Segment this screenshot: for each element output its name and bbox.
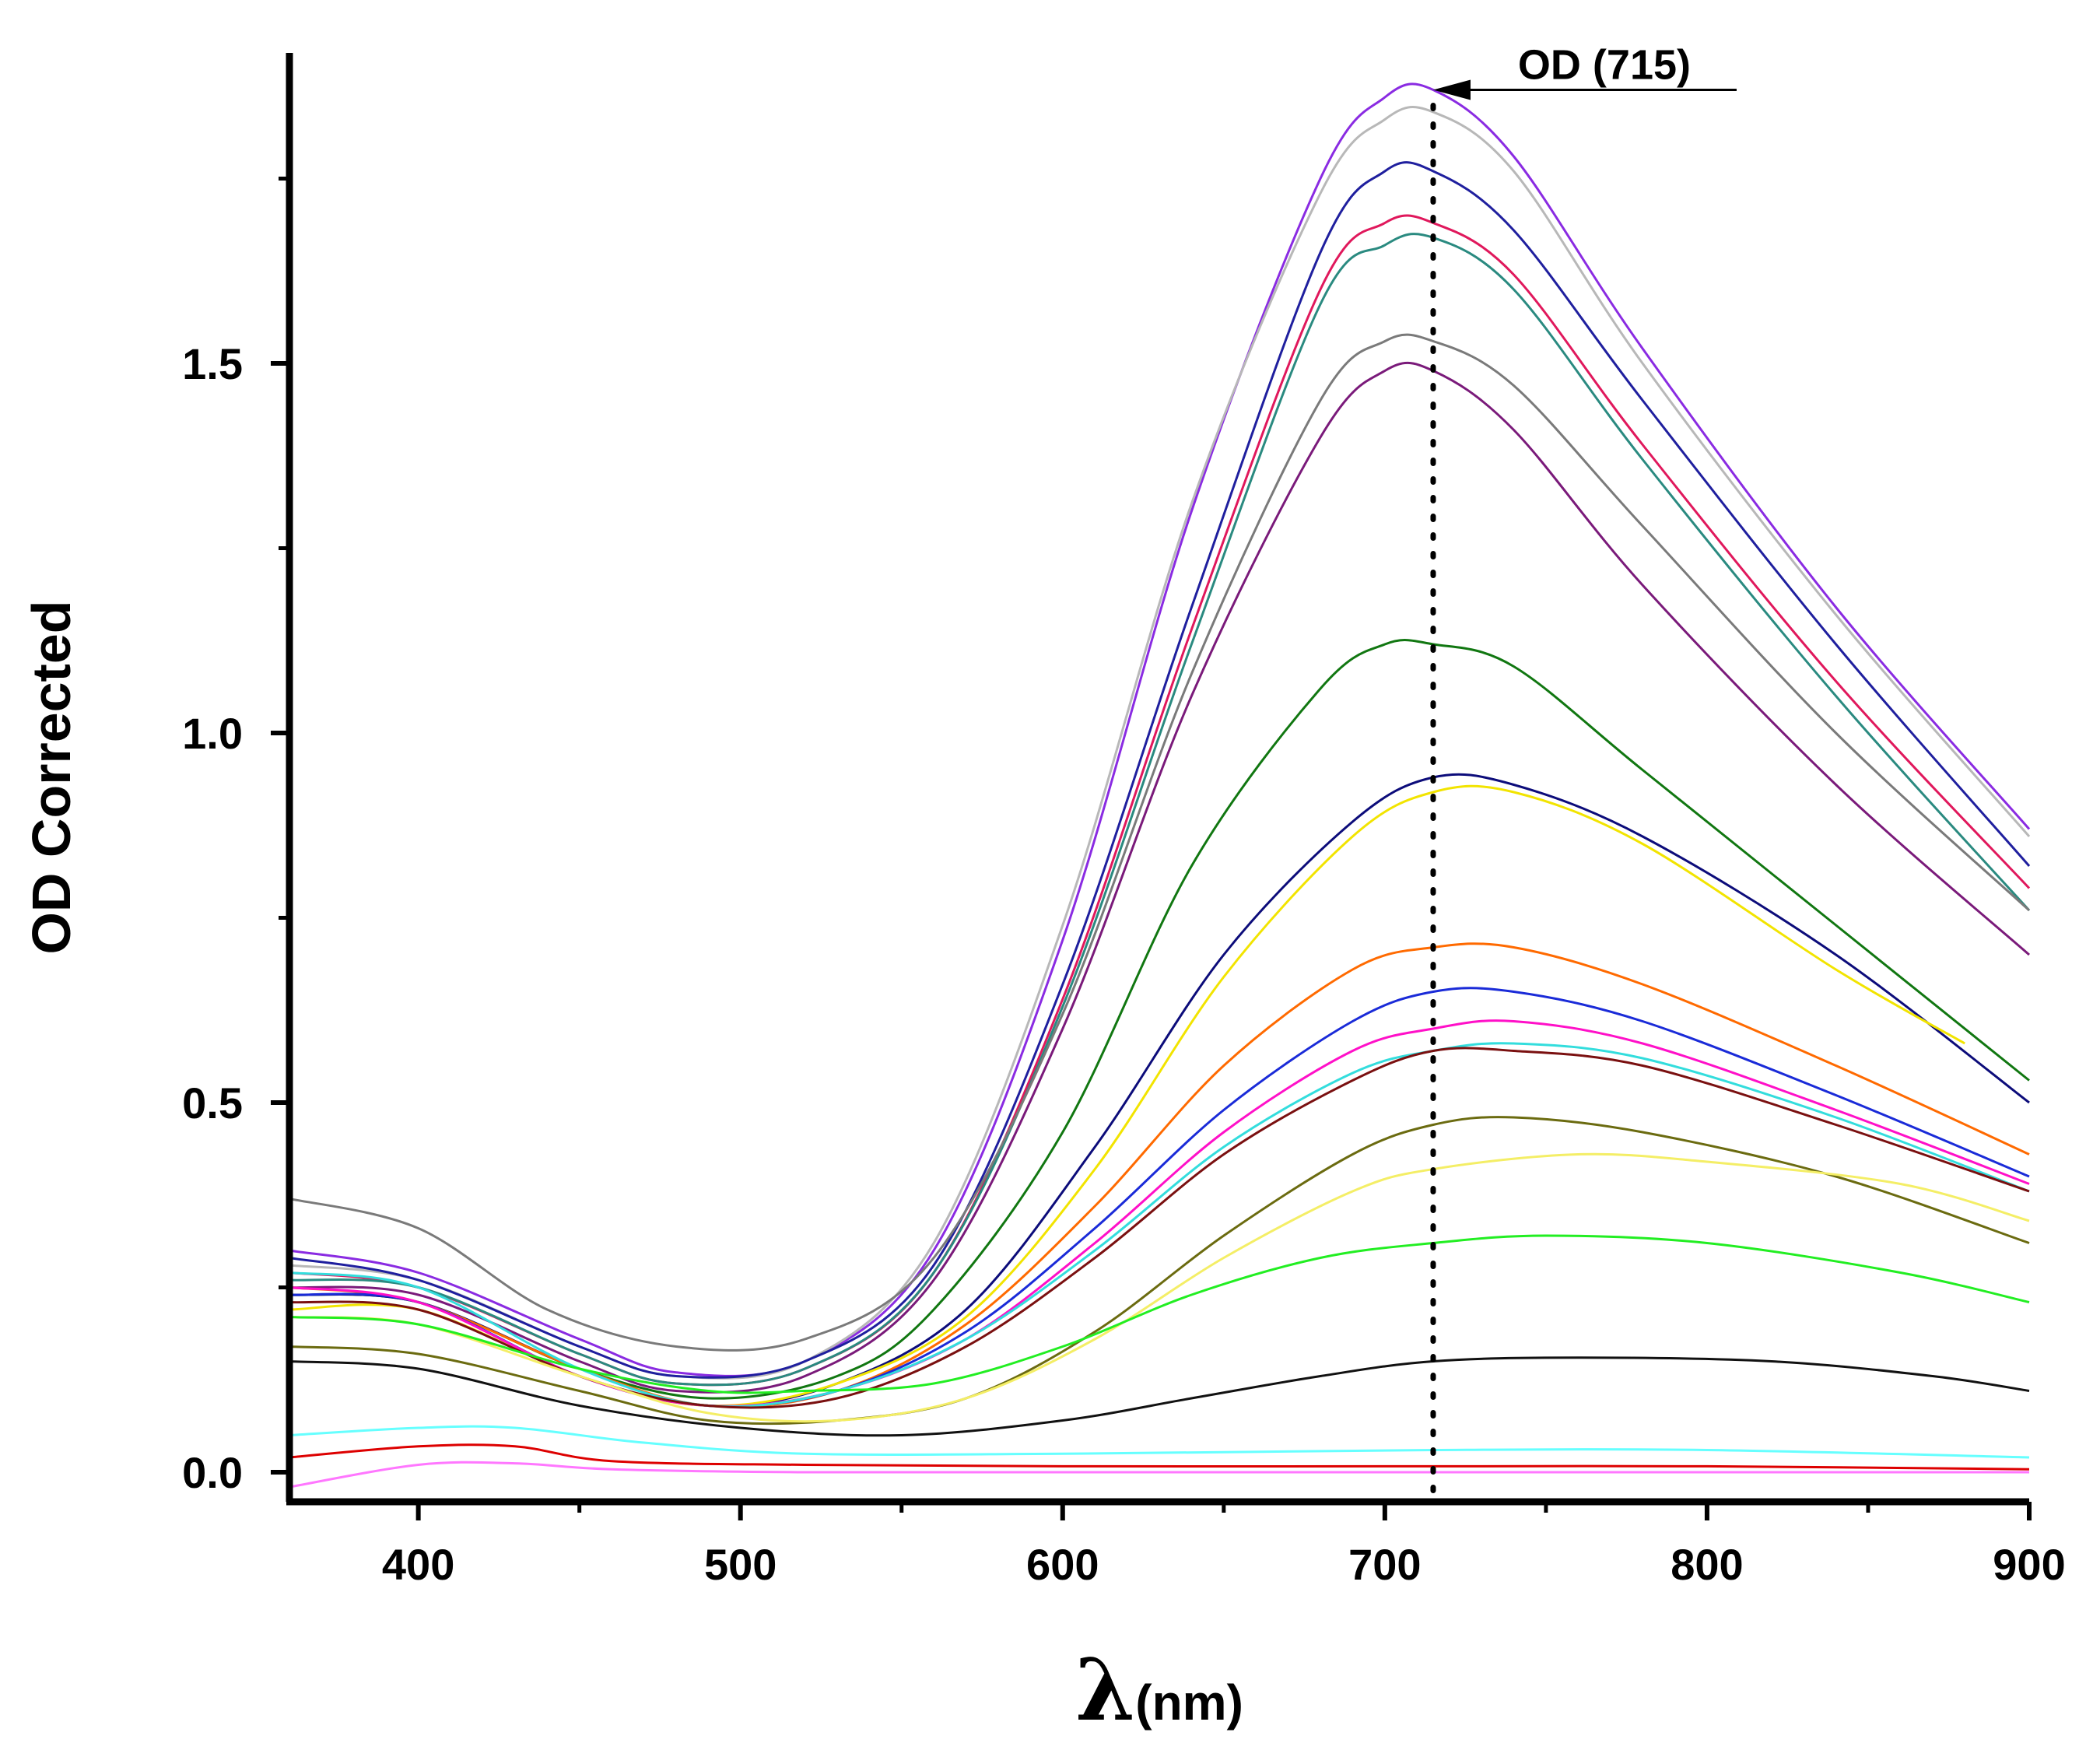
series-navy (289, 161, 2031, 1379)
series-gray (289, 333, 2031, 1352)
series-purple (289, 361, 2030, 1394)
series-yellow (289, 784, 1965, 1408)
x-axis-title-symbol: λ (1075, 1640, 1135, 1740)
od715-annotation-label: OD (715) (1518, 42, 1691, 89)
od715-arrow (1432, 79, 1737, 100)
series-crimson (289, 214, 2031, 1387)
y-tick-label-0.0: 0.0 (182, 1448, 243, 1497)
x-tick-label-400: 400 (382, 1540, 454, 1589)
series-red-low (289, 1443, 2030, 1471)
series-black (289, 1356, 2030, 1437)
x-tick-label-700: 700 (1348, 1540, 1421, 1589)
axes (286, 53, 2029, 1506)
series-olive (289, 1116, 2030, 1426)
x-tick-label-800: 800 (1671, 1540, 1743, 1589)
x-tick-label-500: 500 (704, 1540, 777, 1589)
y-axis-title: OD Corrected (21, 600, 82, 954)
x-axis-title: λ(nm) (1075, 1640, 1243, 1740)
y-tick-label-0.5: 0.5 (182, 1078, 243, 1127)
x-tick-label-600: 600 (1026, 1540, 1099, 1589)
series-teal (289, 233, 2031, 1387)
y-tick-label-1.0: 1.0 (182, 709, 243, 758)
series-cyan (289, 1042, 2030, 1408)
x-axis-title-unit: (nm) (1135, 1675, 1243, 1731)
y-tick-label-1.5: 1.5 (182, 339, 243, 388)
series-orange (289, 942, 2030, 1408)
series-layer (289, 82, 2031, 1489)
series-paleyellow (289, 1152, 2030, 1423)
series-violet (289, 82, 2031, 1377)
series-darkgreen (289, 639, 2030, 1400)
ticks: 400 500 600 700 800 900 0.0 0.5 1.0 1.5 (182, 177, 2066, 1589)
x-tick-label-900: 900 (1993, 1540, 2065, 1589)
series-pink-low (289, 1461, 2029, 1489)
series-aqua-low (289, 1425, 2030, 1459)
series-green (289, 1234, 2030, 1394)
